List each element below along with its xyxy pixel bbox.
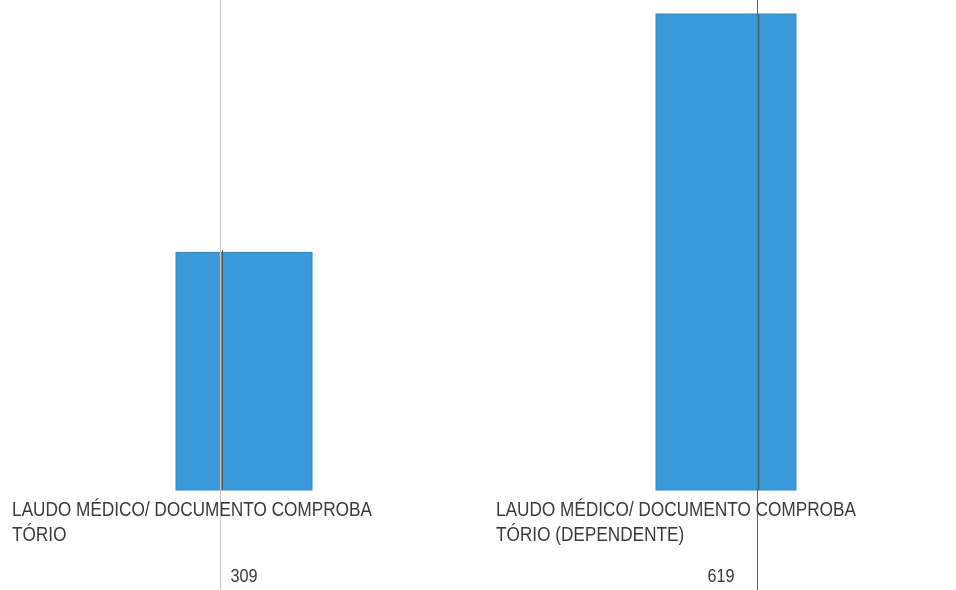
bar-2	[655, 13, 797, 491]
category-label-1-line-2: TÓRIO	[12, 524, 67, 546]
value-label-2: 619	[707, 566, 735, 586]
category-label-1: LAUDO MÉDICO/ DOCUMENTO COMPROBA TÓRIO	[12, 498, 372, 548]
value-label-1: 309	[230, 566, 258, 586]
category-label-2-line-1: LAUDO MÉDICO/ DOCUMENTO COMPROBA	[496, 499, 856, 521]
bar-1	[175, 251, 313, 491]
category-label-1-line-1: LAUDO MÉDICO/ DOCUMENTO COMPROBA	[12, 499, 372, 521]
category-label-2-line-2: TÓRIO (DEPENDENTE)	[496, 524, 685, 546]
category-label-2: LAUDO MÉDICO/ DOCUMENTO COMPROBA TÓRIO (…	[496, 498, 856, 548]
